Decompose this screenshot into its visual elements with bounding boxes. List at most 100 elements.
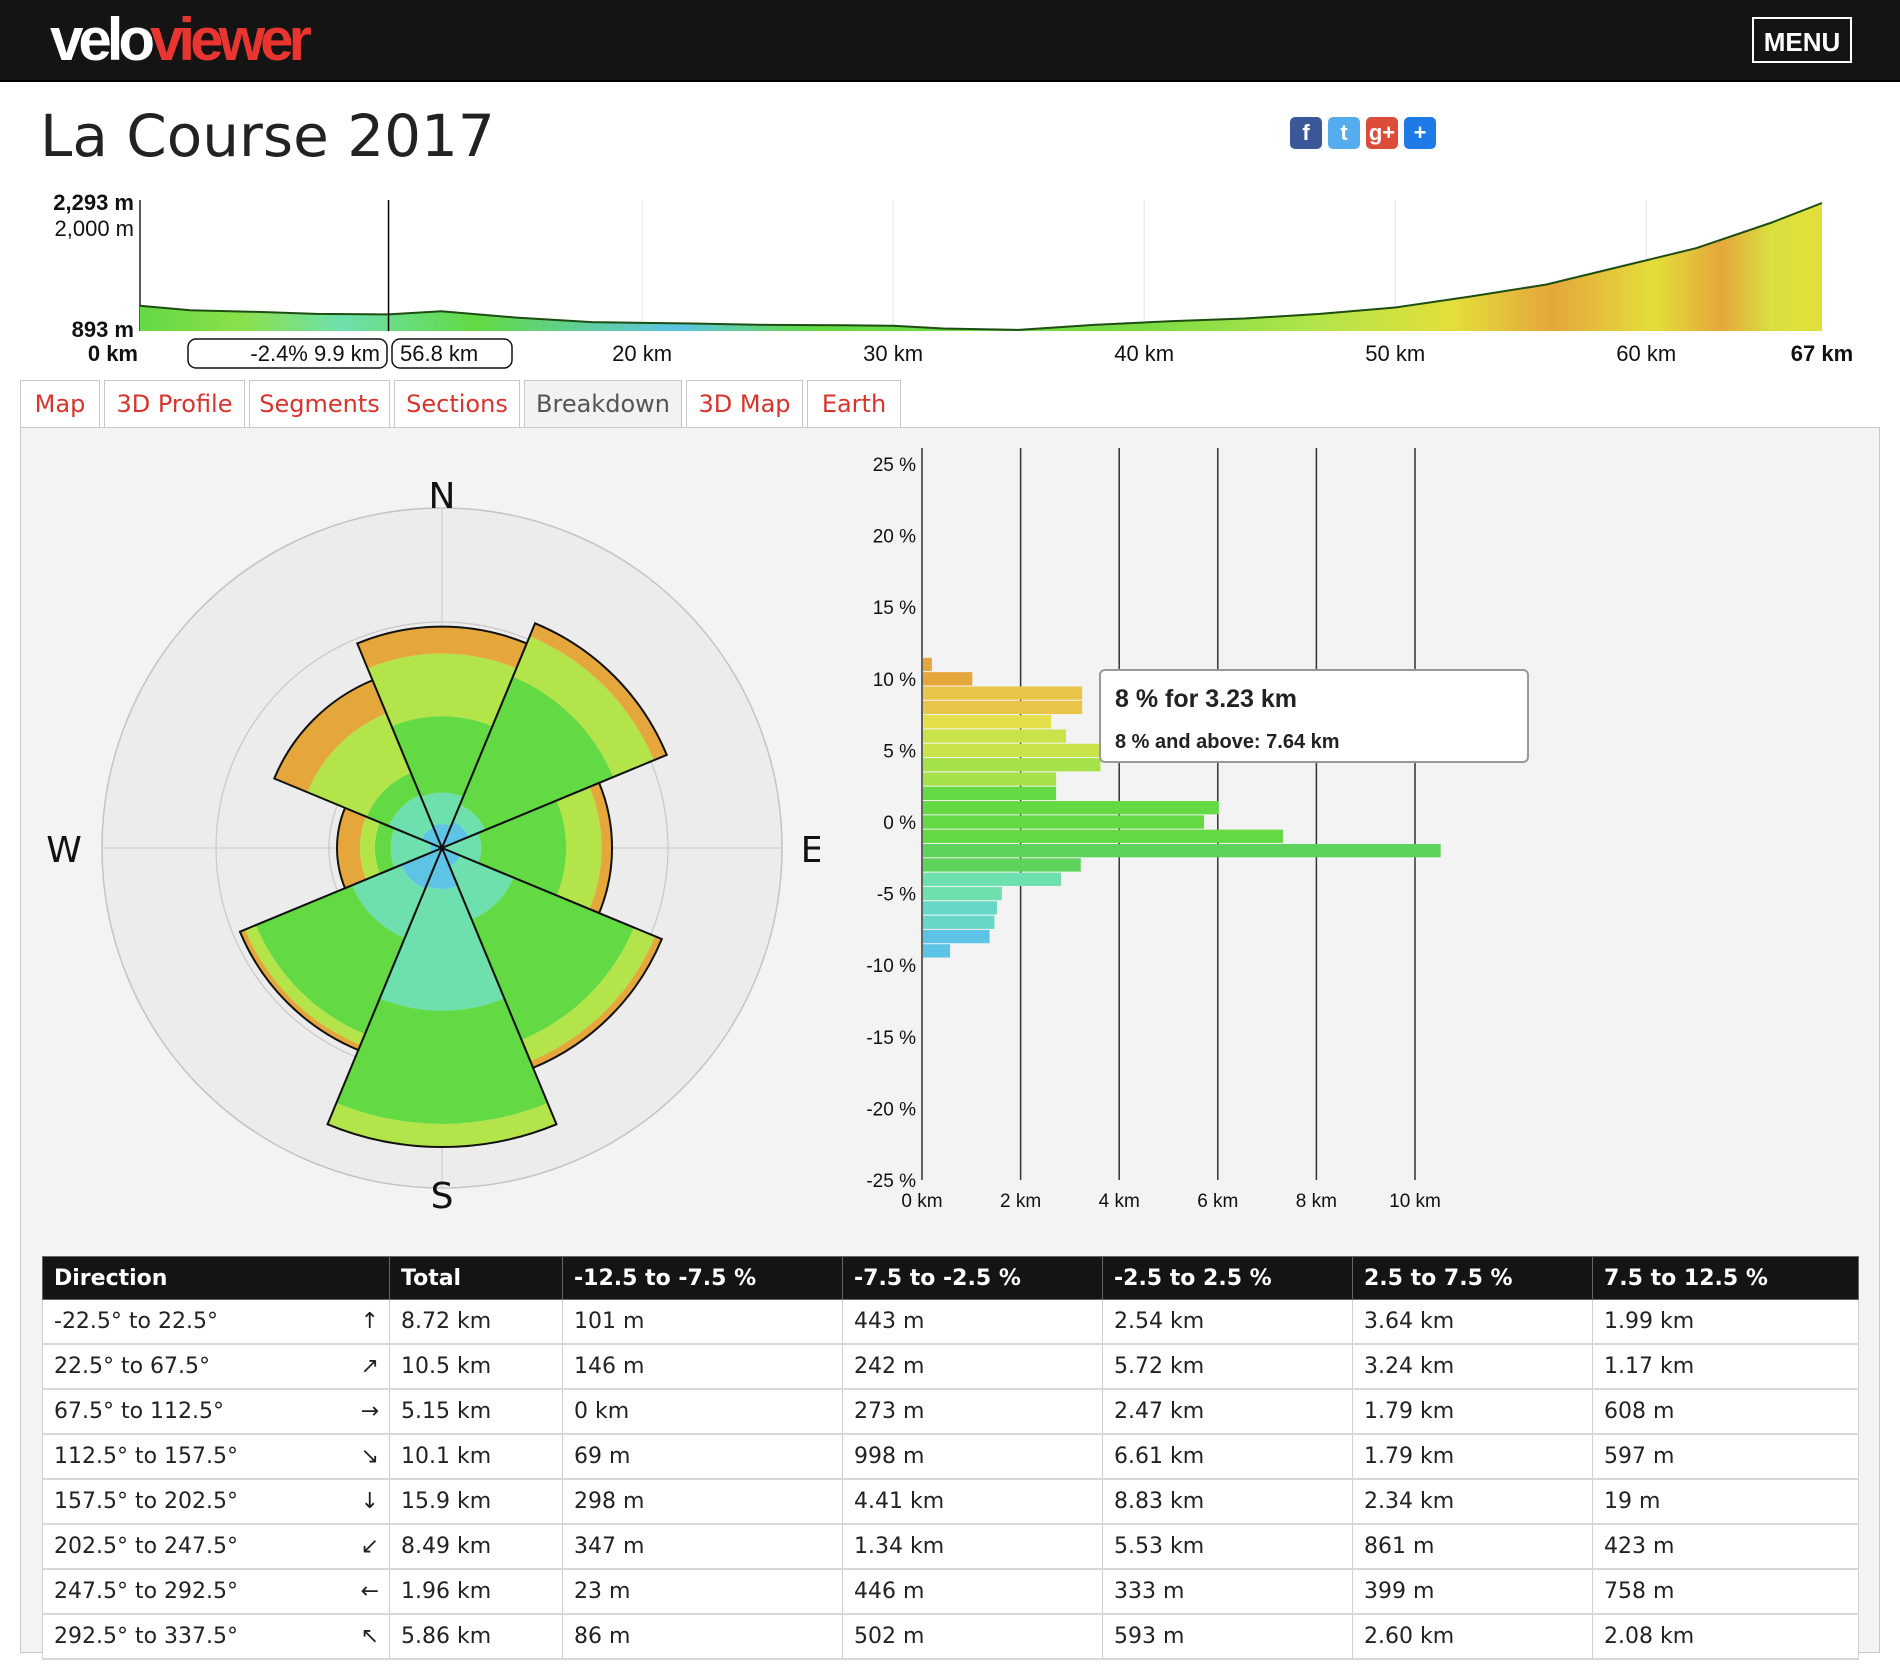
rose-segment: [442, 833, 482, 863]
logo-text-viewer: viewer: [150, 6, 312, 73]
histogram-bar[interactable]: [923, 944, 951, 958]
distance-cell: 69 m: [562, 1433, 843, 1480]
distance-cell: 2.54 km: [1102, 1299, 1353, 1345]
twitter-share-button[interactable]: t: [1328, 117, 1360, 149]
direction-cell: 67.5° to 112.5° →: [42, 1388, 390, 1435]
distance-cell: 3.24 km: [1352, 1343, 1593, 1390]
rose-segment: [442, 848, 461, 867]
histogram-bar[interactable]: [923, 843, 1441, 858]
histogram-bar[interactable]: [923, 858, 1081, 872]
add-share-button[interactable]: +: [1404, 117, 1436, 149]
selection-end-box[interactable]: [391, 338, 513, 369]
column-header[interactable]: Total: [389, 1256, 563, 1300]
histogram-y-tick-label: -25 %: [866, 1171, 916, 1192]
rose-segment: [337, 807, 367, 889]
selection-start-box[interactable]: [187, 338, 388, 369]
tab-sections[interactable]: Sections: [394, 380, 520, 427]
tab-3d-map[interactable]: 3D Map: [686, 380, 803, 427]
direction-range: 112.5° to 157.5°: [54, 1444, 239, 1469]
rose-segment: [390, 828, 432, 868]
histogram-x-tick-label: 10 km: [1389, 1191, 1441, 1212]
profile-x-tick-label: 50 km: [1365, 341, 1425, 366]
rose-segment: [459, 676, 614, 831]
histogram-bar[interactable]: [923, 715, 1052, 729]
histogram-x-tick-label: 4 km: [1099, 1191, 1140, 1212]
column-header[interactable]: 2.5 to 7.5 %: [1352, 1256, 1593, 1300]
direction-cell: 157.5° to 202.5° ↓: [42, 1478, 390, 1525]
google-plus-share-button[interactable]: g+: [1366, 117, 1398, 149]
histogram-bar[interactable]: [923, 872, 1062, 886]
menu-button[interactable]: MENU: [1752, 17, 1852, 63]
histogram-bar[interactable]: [923, 672, 973, 686]
histogram-bar[interactable]: [923, 915, 995, 929]
page-title: La Course 2017: [40, 102, 495, 170]
rose-segment: [391, 716, 493, 797]
breakdown-table: Direction Total -12.5 to -7.5 % -7.5 to -2.…: [42, 1256, 1859, 1660]
tab-3d-profile[interactable]: 3D Profile: [104, 380, 245, 427]
histogram-bar[interactable]: [923, 929, 990, 944]
distance-cell: 273 m: [842, 1388, 1103, 1435]
compass-label-north: N: [429, 476, 456, 517]
rose-sector-outline: [326, 845, 558, 1148]
compass-label-east: E: [801, 830, 820, 871]
histogram-y-tick-label: 25 %: [873, 455, 916, 476]
rose-segment: [367, 653, 517, 727]
distance-cell: 1.17 km: [1592, 1343, 1859, 1390]
table-body: -22.5° to 22.5° ↑ 8.72 km 101 m 443 m 2.54 km…: [42, 1299, 1859, 1660]
column-header[interactable]: 7.5 to 12.5 %: [1592, 1256, 1859, 1300]
tab-breakdown[interactable]: Breakdown: [524, 380, 682, 428]
rose-segment: [255, 885, 405, 1035]
histogram-bar[interactable]: [923, 786, 1057, 801]
distance-cell: 597 m: [1592, 1433, 1859, 1480]
direction-range: -22.5° to 22.5°: [54, 1309, 218, 1334]
direction-range: 22.5° to 67.5°: [54, 1354, 211, 1379]
elevation-profile-chart[interactable]: 2,293 m2,000 m 893 m0 km 20 km 30 km 40 km 50…: [0, 185, 1900, 375]
selection-start-label: -2.4% 9.9 km: [250, 341, 380, 366]
tab-earth[interactable]: Earth: [807, 380, 901, 427]
histogram-bar[interactable]: [923, 700, 1083, 715]
table-row: 157.5° to 202.5° ↓ 15.9 km 298 m 4.41 km 8.83…: [42, 1478, 1859, 1525]
distance-cell: 1.79 km: [1352, 1433, 1593, 1480]
veloviewer-logo[interactable]: veloviewer: [50, 2, 312, 78]
distance-cell: 146 m: [562, 1343, 843, 1390]
column-header[interactable]: -2.5 to 2.5 %: [1102, 1256, 1353, 1300]
histogram-y-tick-label: -5 %: [877, 885, 916, 906]
column-header[interactable]: Direction: [42, 1256, 390, 1300]
distance-cell: 758 m: [1592, 1568, 1859, 1615]
histogram-x-tick-label: 8 km: [1296, 1191, 1337, 1212]
histogram-bar[interactable]: [923, 686, 1083, 700]
distance-cell: 2.34 km: [1352, 1478, 1593, 1525]
direction-cell: 22.5° to 67.5° ↗: [42, 1343, 390, 1390]
histogram-bar[interactable]: [923, 729, 1066, 743]
histogram-bar[interactable]: [923, 886, 1002, 901]
histogram-bar[interactable]: [923, 901, 997, 915]
logo-text-velo: velo: [50, 6, 155, 73]
column-header[interactable]: -7.5 to -2.5 %: [842, 1256, 1103, 1300]
column-header[interactable]: -12.5 to -7.5 %: [562, 1256, 843, 1300]
distance-cell: 8.49 km: [389, 1523, 563, 1570]
profile-x-tick-label: 67 km: [1791, 341, 1853, 366]
histogram-bar[interactable]: [923, 743, 1101, 758]
histogram-bar[interactable]: [923, 657, 932, 672]
histogram-y-tick-label: 20 %: [873, 527, 916, 548]
distance-cell: 23 m: [562, 1568, 843, 1615]
distance-cell: 443 m: [842, 1299, 1103, 1345]
distance-cell: 0 km: [562, 1388, 843, 1435]
tab-map[interactable]: Map: [20, 380, 100, 427]
rose-segment: [521, 927, 656, 1062]
gradient-distance-histogram: 25 % 20 % 15 % 10 % 5 % 0 % -5 % -10 % -15 % -20 …: [866, 448, 1441, 1212]
tab-segments[interactable]: Segments: [249, 380, 390, 427]
rose-segment: [512, 636, 654, 778]
breakdown-table-container: Direction Total -12.5 to -7.5 % -7.5 to -2.…: [42, 1256, 1859, 1660]
histogram-bar[interactable]: [923, 758, 1101, 772]
profile-max-elevation-label: 2,293 m: [53, 190, 134, 215]
tooltip-gradient-distance: 8 % for 3.23 km: [1115, 685, 1298, 713]
direction-range: 67.5° to 112.5°: [54, 1399, 225, 1424]
histogram-bar[interactable]: [923, 829, 1283, 843]
histogram-bar[interactable]: [923, 815, 1205, 829]
histogram-bar[interactable]: [923, 772, 1057, 786]
facebook-share-button[interactable]: f: [1290, 117, 1322, 149]
histogram-bar[interactable]: [923, 801, 1219, 815]
table-row: 67.5° to 112.5° → 5.15 km 0 km 273 m 2.47 km 1…: [42, 1388, 1859, 1435]
distance-cell: 861 m: [1352, 1523, 1593, 1570]
